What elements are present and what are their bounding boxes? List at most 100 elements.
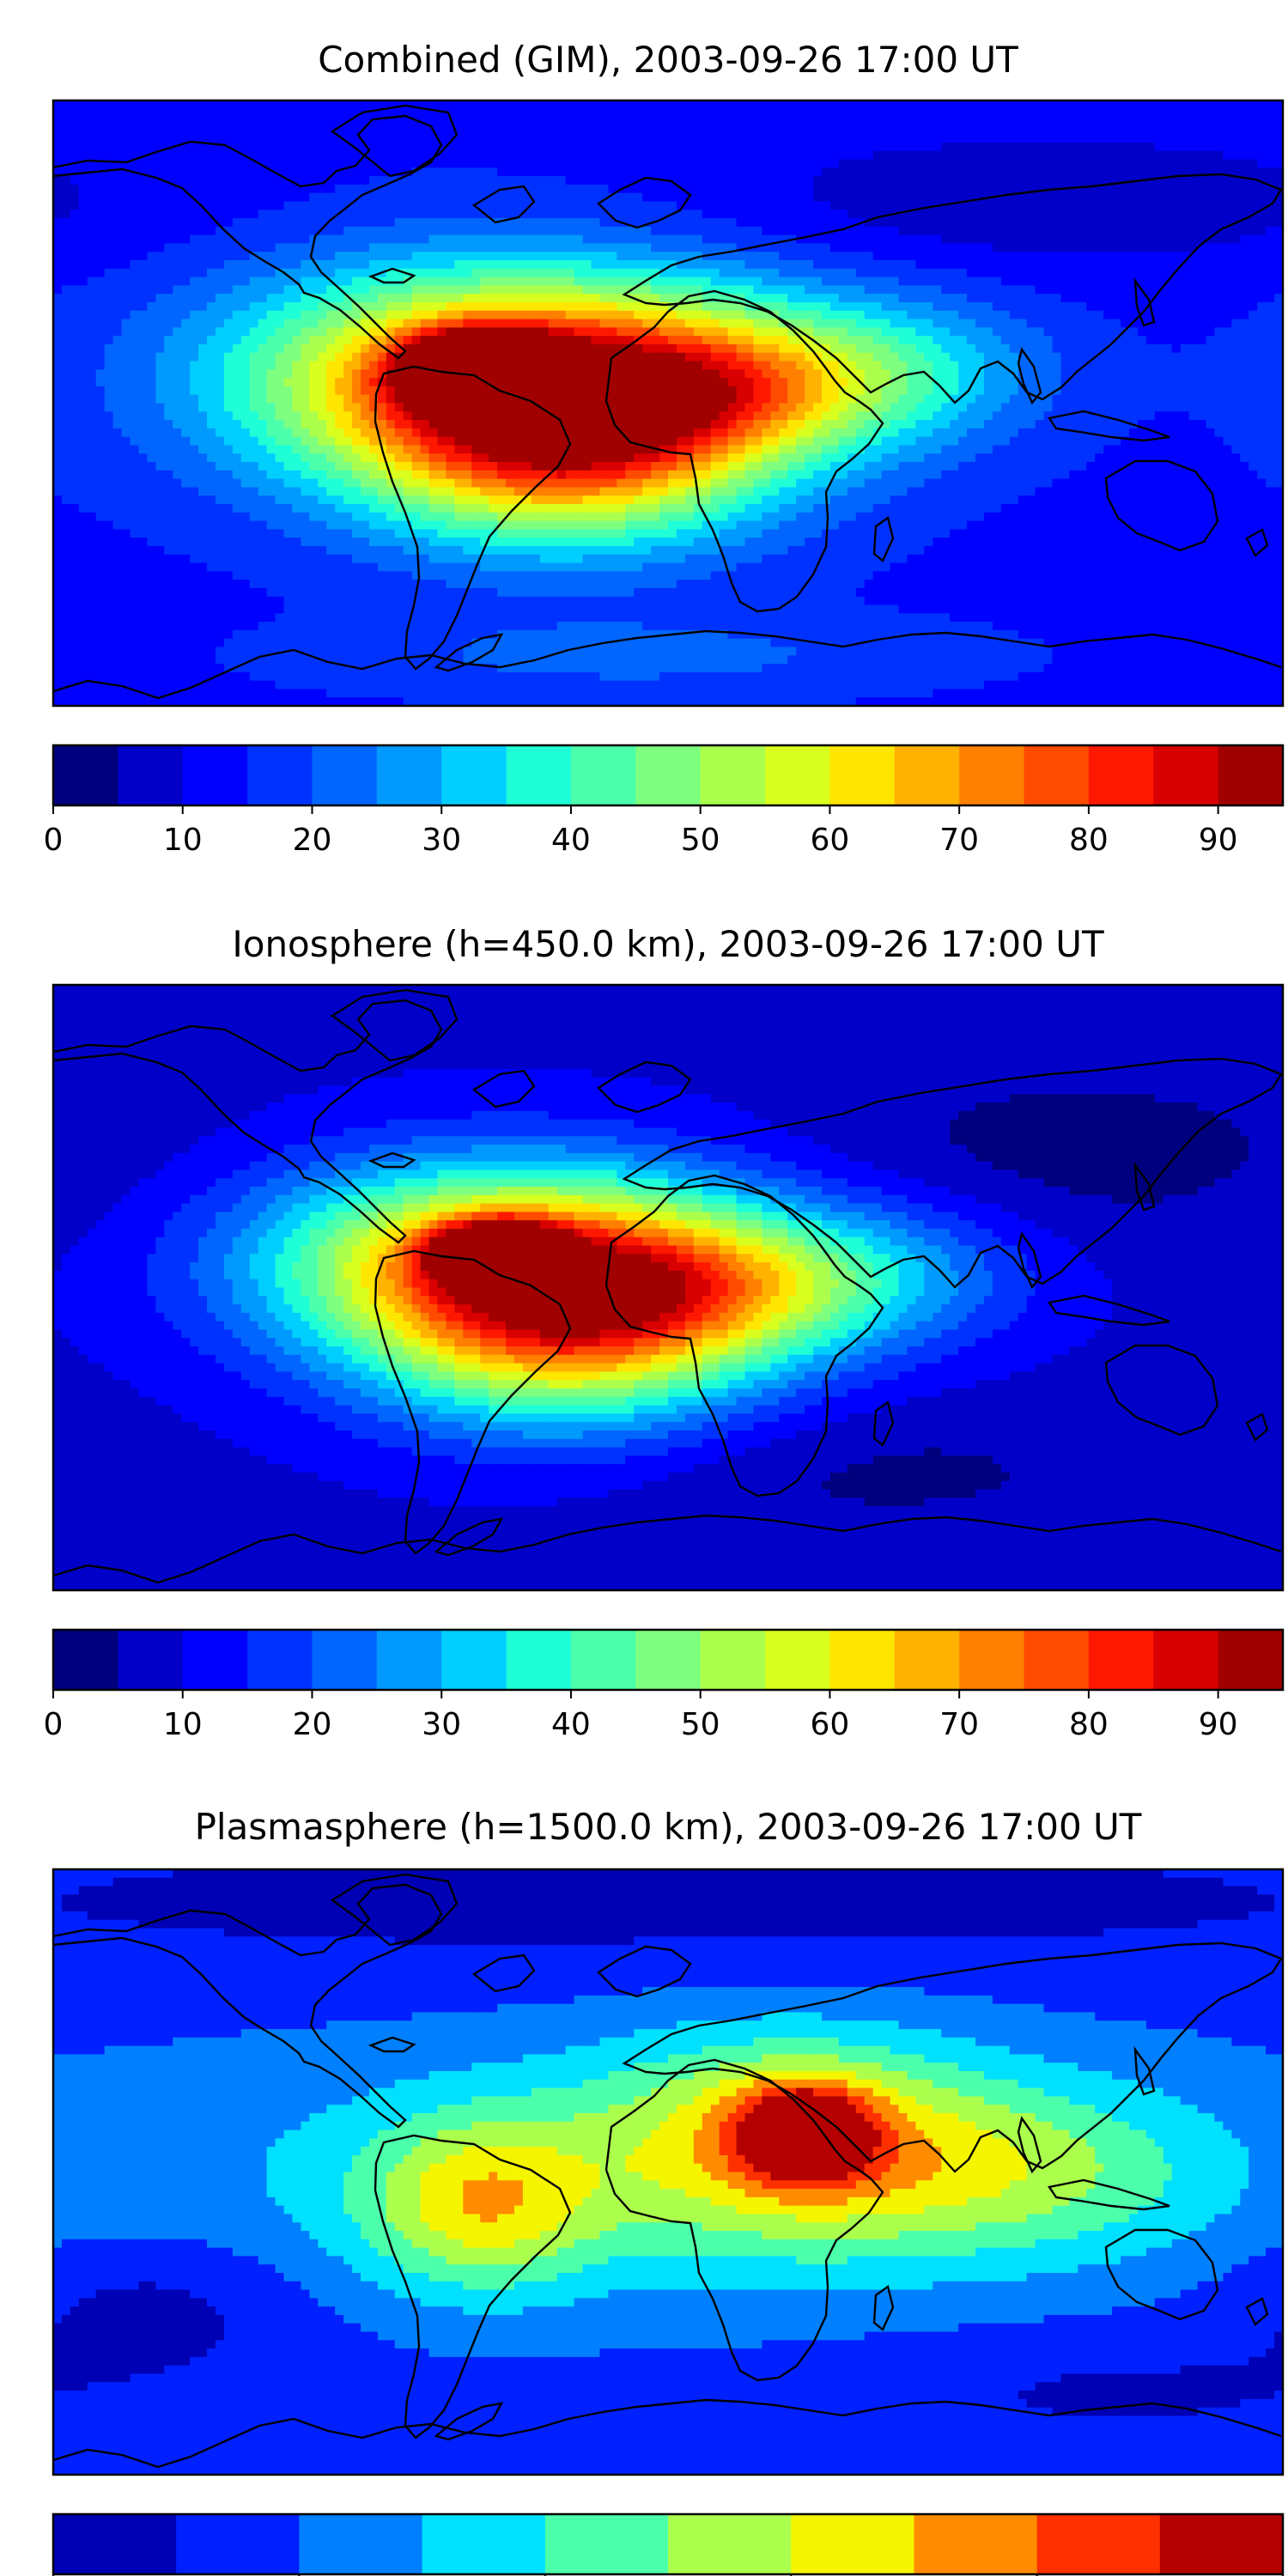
contour-cell: [104, 142, 114, 152]
contour-cell: [471, 327, 481, 337]
contour-cell: [787, 310, 797, 320]
contour-cell: [736, 378, 746, 387]
contour-cell: [847, 192, 857, 203]
contour-cell: [744, 285, 755, 295]
contour-cell: [1180, 260, 1190, 270]
contour-cell: [975, 184, 985, 194]
contour-cell: [428, 352, 439, 362]
contour-cell: [1249, 369, 1258, 379]
contour-cell: [164, 142, 173, 152]
contour-cell: [872, 134, 883, 143]
contour-cell: [514, 167, 524, 177]
contour-cell: [1095, 343, 1104, 354]
contour-cell: [386, 226, 396, 236]
contour-cell: [1257, 210, 1267, 219]
contour-cell: [744, 276, 755, 287]
contour-cell: [514, 386, 524, 396]
contour-cell: [326, 218, 336, 228]
contour-cell: [138, 210, 148, 219]
contour-cell: [907, 159, 916, 168]
contour-cell: [642, 159, 652, 168]
contour-cell: [283, 268, 294, 278]
contour-cell: [642, 369, 652, 379]
contour-cell: [950, 134, 959, 143]
contour-cell: [1078, 243, 1087, 252]
contour-cell: [838, 378, 848, 387]
contour-cell: [173, 268, 182, 278]
contour-cell: [1274, 134, 1283, 143]
contour-cell: [386, 352, 396, 362]
contour-cell: [1197, 336, 1207, 345]
contour-cell: [1197, 378, 1207, 387]
contour-cell: [1154, 125, 1164, 135]
contour-cell: [779, 361, 788, 370]
contour-cell: [1231, 226, 1241, 236]
contour-cell: [480, 386, 489, 396]
contour-cell: [104, 184, 114, 194]
contour-cell: [872, 117, 883, 126]
contour-cell: [924, 285, 933, 295]
contour-cell: [1069, 252, 1078, 261]
contour-cell: [1078, 192, 1087, 203]
contour-cell: [343, 352, 353, 362]
contour-cell: [1009, 319, 1019, 328]
contour-cell: [181, 276, 191, 287]
contour-cell: [702, 352, 712, 362]
contour-cell: [556, 319, 567, 328]
contour-cell: [1043, 352, 1054, 362]
contour-cell: [1060, 134, 1070, 143]
contour-cell: [1231, 252, 1241, 261]
contour-cell: [463, 125, 472, 135]
contour-cell: [223, 310, 234, 320]
contour-cell: [1095, 294, 1104, 303]
contour-cell: [813, 310, 823, 320]
contour-cell: [428, 260, 439, 270]
contour-cell: [1206, 310, 1216, 320]
contour-cell: [70, 125, 80, 135]
contour-cell: [915, 234, 925, 245]
contour-cell: [967, 361, 976, 370]
contour-cell: [1018, 369, 1028, 379]
contour-cell: [1171, 252, 1182, 261]
contour-cell: [548, 100, 558, 110]
contour-cell: [864, 201, 874, 210]
contour-cell: [727, 386, 738, 396]
contour-cell: [881, 319, 891, 328]
contour-cell: [838, 352, 848, 362]
contour-cell: [1026, 310, 1036, 320]
contour-cell: [78, 142, 88, 152]
contour-cell: [975, 285, 985, 295]
contour-cell: [95, 327, 106, 337]
contour-cell: [881, 327, 891, 337]
contour-cell: [266, 243, 276, 252]
contour-cell: [420, 386, 430, 396]
contour-cell: [130, 108, 140, 118]
contour-cell: [1274, 343, 1283, 354]
contour-cell: [1026, 201, 1036, 210]
contour-cell: [608, 167, 617, 177]
contour-cell: [744, 108, 755, 118]
contour-cell: [975, 302, 985, 312]
contour-cell: [1163, 184, 1173, 194]
contour-cell: [770, 125, 780, 135]
contour-cell: [1086, 361, 1096, 370]
contour-cell: [941, 294, 951, 303]
contour-cell: [813, 369, 823, 379]
contour-cell: [1249, 159, 1258, 168]
contour-cell: [548, 343, 558, 354]
contour-cell: [787, 184, 797, 194]
contour-cell: [1266, 378, 1275, 387]
contour-cell: [1129, 352, 1139, 362]
contour-cell: [112, 310, 123, 320]
contour-cell: [608, 150, 617, 161]
contour-cell: [608, 302, 617, 312]
contour-cell: [112, 100, 123, 110]
contour-cell: [736, 252, 746, 261]
contour-cell: [70, 294, 80, 303]
contour-cell: [198, 343, 208, 354]
contour-cell: [292, 234, 301, 245]
contour-cell: [1018, 108, 1028, 118]
contour-cell: [190, 142, 199, 152]
contour-cell: [361, 226, 370, 236]
contour-cell: [1154, 117, 1164, 126]
